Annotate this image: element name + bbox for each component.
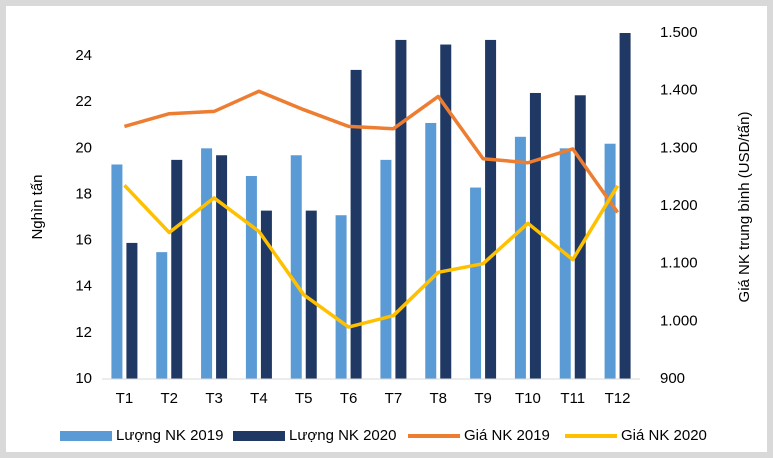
y2-tick-label: 1.500 xyxy=(660,24,698,41)
bar xyxy=(111,164,123,379)
line xyxy=(123,184,620,329)
y2-tick-label: 1.000 xyxy=(660,312,698,329)
x-tick-label: T3 xyxy=(205,390,223,407)
bar xyxy=(470,187,482,379)
y-tick-label: 22 xyxy=(75,93,92,110)
y2-axis-label: Giá NK trung bình (USD/tấn) xyxy=(736,112,753,303)
bar xyxy=(171,159,183,379)
y-tick-label: 14 xyxy=(75,278,92,295)
x-tick-label: T8 xyxy=(429,390,447,407)
bar xyxy=(305,210,317,379)
bar xyxy=(604,143,616,379)
x-tick-label: T12 xyxy=(605,390,631,407)
bar xyxy=(126,242,138,379)
x-tick-label: T2 xyxy=(160,390,178,407)
bar xyxy=(559,148,571,379)
y2-tick-label: 900 xyxy=(660,370,685,387)
legend-label: Giá NK 2020 xyxy=(621,427,707,444)
bar xyxy=(156,252,168,379)
y-tick-label: 16 xyxy=(75,232,92,249)
y-axis-label: Nghìn tấn xyxy=(29,174,46,239)
bar xyxy=(201,148,213,379)
y-tick-label: 12 xyxy=(75,324,92,341)
x-tick-label: T4 xyxy=(250,390,268,407)
bar xyxy=(485,39,497,380)
legend-label: Giá NK 2019 xyxy=(464,427,550,444)
line xyxy=(123,89,620,214)
bar xyxy=(216,155,228,379)
x-tick-label: T9 xyxy=(474,390,492,407)
y-tick-label: 10 xyxy=(75,370,92,387)
bar xyxy=(395,39,407,380)
bar xyxy=(380,159,392,379)
legend-label: Lượng NK 2020 xyxy=(289,427,396,444)
legend-swatch xyxy=(233,431,285,441)
x-tick-label: T5 xyxy=(295,390,313,407)
y2-tick-label: 1.300 xyxy=(660,139,698,156)
bar xyxy=(335,215,347,379)
bar xyxy=(574,95,586,379)
y-tick-label: 18 xyxy=(75,185,92,202)
legend-label: Lượng NK 2019 xyxy=(116,427,223,444)
y2-tick-label: 1.200 xyxy=(660,197,698,214)
y2-tick-label: 1.100 xyxy=(660,255,698,272)
y-tick-label: 24 xyxy=(75,47,92,64)
x-tick-label: T1 xyxy=(116,390,134,407)
bar xyxy=(350,69,362,379)
x-tick-label: T6 xyxy=(340,390,358,407)
x-tick-label: T11 xyxy=(560,390,585,407)
bar xyxy=(440,44,452,380)
legend-swatch xyxy=(60,431,112,441)
bar xyxy=(425,122,437,380)
bar xyxy=(514,136,526,379)
bar xyxy=(245,176,257,379)
bar xyxy=(529,92,541,380)
x-tick-label: T10 xyxy=(515,390,541,407)
bar xyxy=(260,210,272,379)
bar xyxy=(619,33,631,379)
bar xyxy=(290,155,302,379)
x-tick-label: T7 xyxy=(385,390,403,407)
y-tick-label: 20 xyxy=(75,139,92,156)
y2-tick-label: 1.400 xyxy=(660,82,698,99)
